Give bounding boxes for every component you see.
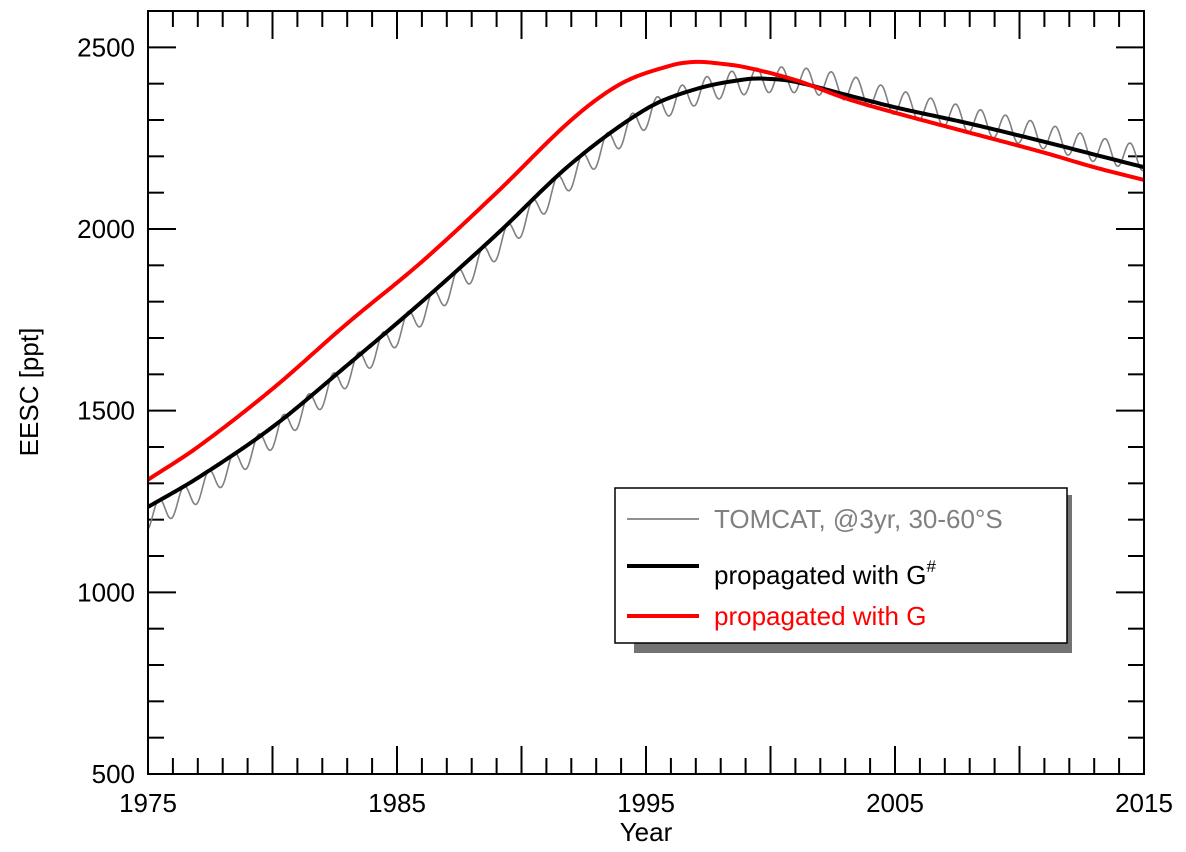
y-tick-label: 1000 [77,577,135,607]
y-tick-label: 2000 [77,214,135,244]
x-tick-label: 2015 [1115,788,1173,818]
ticks-layer: 1975 1985 1995 2005 2015 500 1000 1500 2000 2500 [77,10,1173,818]
x-tick-label: 1975 [119,788,177,818]
series-g-hash-line [146,76,1145,509]
legend: TOMCAT, @3yr, 30-60°S propagated with G#… [614,487,1072,653]
x-tick-label: 1995 [617,788,675,818]
series-layer [146,59,1145,531]
y-tick-label: 500 [92,759,135,789]
legend-label-g-hash: propagated with G# [714,557,936,590]
y-tick-label: 2500 [77,32,135,62]
y-axis-label: EESC [ppt] [14,328,44,457]
series-tomcat-line [147,66,1145,531]
y-tick-label: 1500 [77,396,135,426]
legend-label-g-hash-sup: # [926,557,936,576]
x-axis-label: Year [620,817,673,847]
x-tick-label: 1985 [368,788,426,818]
legend-label-tomcat: TOMCAT, @3yr, 30-60°S [714,504,1003,534]
legend-label-g-hash-main: propagated with G [714,560,926,590]
series-g-line [146,59,1145,482]
legend-label-g: propagated with G [714,601,926,631]
x-tick-label: 2005 [866,788,924,818]
plot-frame [147,10,1145,775]
